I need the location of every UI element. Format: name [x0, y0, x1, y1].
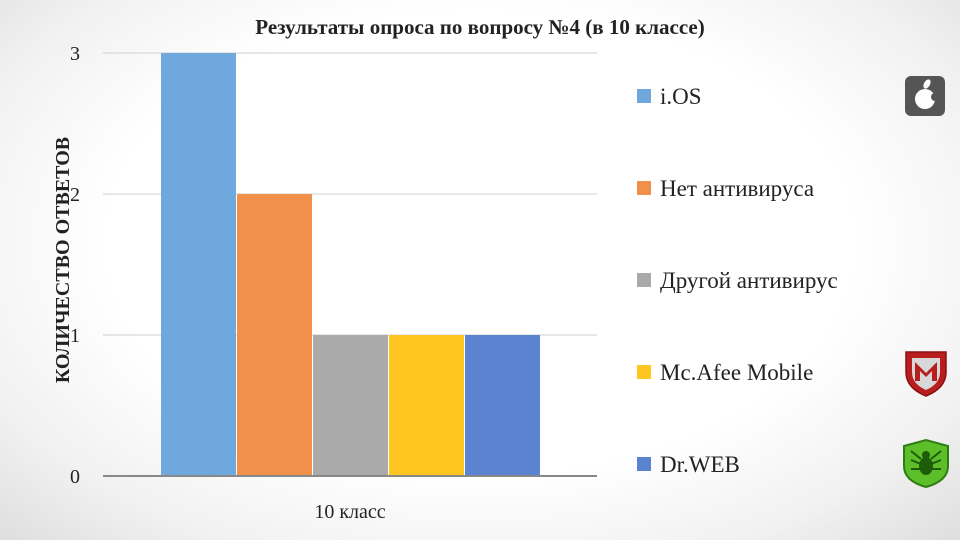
legend-label: Другой антивирус — [660, 268, 838, 293]
y-tick-label: 2 — [70, 184, 80, 206]
chart-title: Результаты опроса по вопросу №4 (в 10 кл… — [255, 15, 704, 39]
legend-swatch — [637, 365, 651, 379]
y-tick-label: 3 — [70, 43, 80, 65]
bar — [389, 335, 464, 476]
bar — [237, 194, 312, 476]
legend-swatch — [637, 181, 651, 195]
legend-swatch — [637, 273, 651, 287]
legend-item: Другой антивирус — [637, 268, 838, 293]
legend-item: Нет антивируса — [637, 176, 814, 201]
bar — [161, 53, 236, 476]
legend-label: Dr.WEB — [660, 452, 740, 477]
y-axis-label: КОЛИЧЕСТВО ОТВЕТОВ — [52, 137, 74, 383]
y-tick-label: 1 — [70, 325, 80, 347]
drweb-spider-icon — [903, 438, 949, 489]
legend-label: i.OS — [660, 84, 702, 109]
legend-label: Mc.Afee Mobile — [660, 360, 813, 385]
legend-swatch — [637, 457, 651, 471]
legend-item: i.OS — [637, 84, 702, 109]
bar — [465, 335, 540, 476]
legend-item: Dr.WEB — [637, 452, 740, 477]
legend-swatch — [637, 89, 651, 103]
apple-icon — [905, 76, 945, 116]
legend-label: Нет антивируса — [660, 176, 814, 201]
legend-item: Mc.Afee Mobile — [637, 360, 813, 385]
bar — [313, 335, 388, 476]
y-tick-label: 0 — [70, 466, 80, 488]
mcafee-shield-icon — [905, 351, 947, 397]
x-tick-label: 10 класс — [314, 501, 385, 523]
